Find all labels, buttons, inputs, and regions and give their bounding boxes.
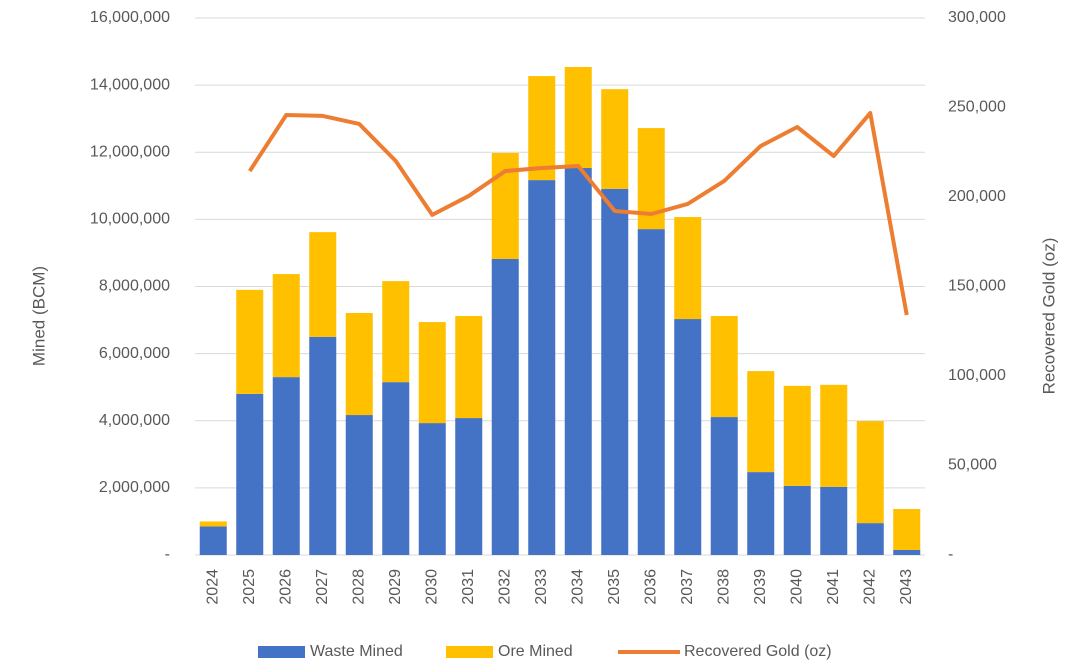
bar-segment	[710, 417, 738, 555]
y-tick-label: 6,000,000	[99, 345, 170, 362]
bar-segment	[272, 377, 300, 555]
y-tick-label: 12,000,000	[90, 143, 170, 160]
y2-tick-label: 200,000	[948, 188, 1006, 205]
y-tick-label: 2,000,000	[99, 479, 170, 496]
bar-segment	[674, 319, 702, 555]
bar-segment	[747, 472, 775, 555]
bar-segment	[345, 313, 373, 416]
x-tick-label: 2042	[861, 569, 878, 605]
y2-tick-label: 50,000	[948, 457, 997, 474]
bar-segment	[491, 258, 519, 555]
legend-label: Waste Mined	[310, 643, 403, 660]
x-tick-label: 2037	[679, 569, 696, 605]
bar-segment	[893, 509, 921, 550]
x-tick-label: 2027	[314, 569, 331, 605]
bar-segment	[236, 289, 264, 394]
x-tick-label: 2043	[898, 569, 915, 605]
line-series	[248, 111, 909, 316]
x-tick-label: 2025	[241, 569, 258, 605]
x-tick-label: 2036	[642, 569, 659, 605]
bar-segment	[236, 393, 264, 555]
bar-segment	[199, 526, 227, 555]
x-tick-label: 2028	[350, 569, 367, 605]
bar-segment	[345, 415, 373, 555]
x-tick-label: 2033	[533, 569, 550, 605]
x-tick-label: 2032	[496, 569, 513, 605]
x-tick-label: 2029	[387, 569, 404, 605]
y2-tick-label: 150,000	[948, 278, 1006, 295]
bar-segment	[199, 521, 227, 527]
bar-segment	[382, 281, 410, 383]
bar-segment	[856, 421, 884, 524]
bar-segment	[272, 274, 300, 378]
y-tick-label: 16,000,000	[90, 9, 170, 26]
y-tick-label: 14,000,000	[90, 76, 170, 93]
x-tick-label: 2024	[204, 569, 221, 605]
bar-segment	[564, 67, 592, 169]
y2-tick-label: -	[948, 546, 953, 563]
y-tick-label: -	[165, 546, 170, 563]
x-tick-label: 2031	[460, 569, 477, 605]
y-tick-label: 10,000,000	[90, 211, 170, 228]
x-tick-label: 2040	[788, 569, 805, 605]
bar-segment	[820, 384, 848, 487]
x-tick-label: 2041	[825, 569, 842, 605]
bar-segment	[309, 232, 337, 337]
bar-segment	[418, 423, 446, 555]
bar-segment	[601, 188, 629, 555]
y-axis-title: Mined (BCM)	[29, 266, 48, 366]
x-tick-label: 2026	[277, 569, 294, 605]
bar-segment	[309, 336, 337, 555]
legend-label: Recovered Gold (oz)	[684, 643, 832, 660]
x-tick-label: 2030	[423, 569, 440, 605]
bar-segment	[528, 180, 556, 555]
bar-segment	[674, 217, 702, 320]
bar-segment	[820, 486, 848, 555]
y2-tick-label: 100,000	[948, 367, 1006, 384]
legend-swatch	[446, 646, 493, 658]
y2-axis-title: Recovered Gold (oz)	[1039, 238, 1058, 395]
x-tick-label: 2035	[606, 569, 623, 605]
bar-segment	[455, 418, 483, 555]
bar-segment	[601, 89, 629, 189]
bar-segment	[893, 549, 921, 555]
bar-segment	[418, 322, 446, 424]
y2-tick-label: 250,000	[948, 99, 1006, 116]
y-tick-label: 8,000,000	[99, 278, 170, 295]
x-tick-label: 2034	[569, 569, 586, 605]
bar-segment	[637, 229, 665, 555]
y-tick-label: 4,000,000	[99, 412, 170, 429]
bar-segment	[783, 385, 811, 486]
bar-segment	[710, 316, 738, 418]
bar-segment	[564, 168, 592, 556]
bar-segment	[747, 371, 775, 473]
legend-swatch	[258, 646, 305, 658]
bar-segment	[856, 523, 884, 555]
bar-segment	[528, 76, 556, 181]
legend-label: Ore Mined	[498, 643, 573, 660]
x-tick-label: 2039	[752, 569, 769, 605]
bar-segment	[455, 316, 483, 419]
bar-segment	[382, 382, 410, 555]
bar-segment	[783, 485, 811, 555]
x-tick-label: 2038	[715, 569, 732, 605]
y2-tick-label: 300,000	[948, 9, 1006, 26]
